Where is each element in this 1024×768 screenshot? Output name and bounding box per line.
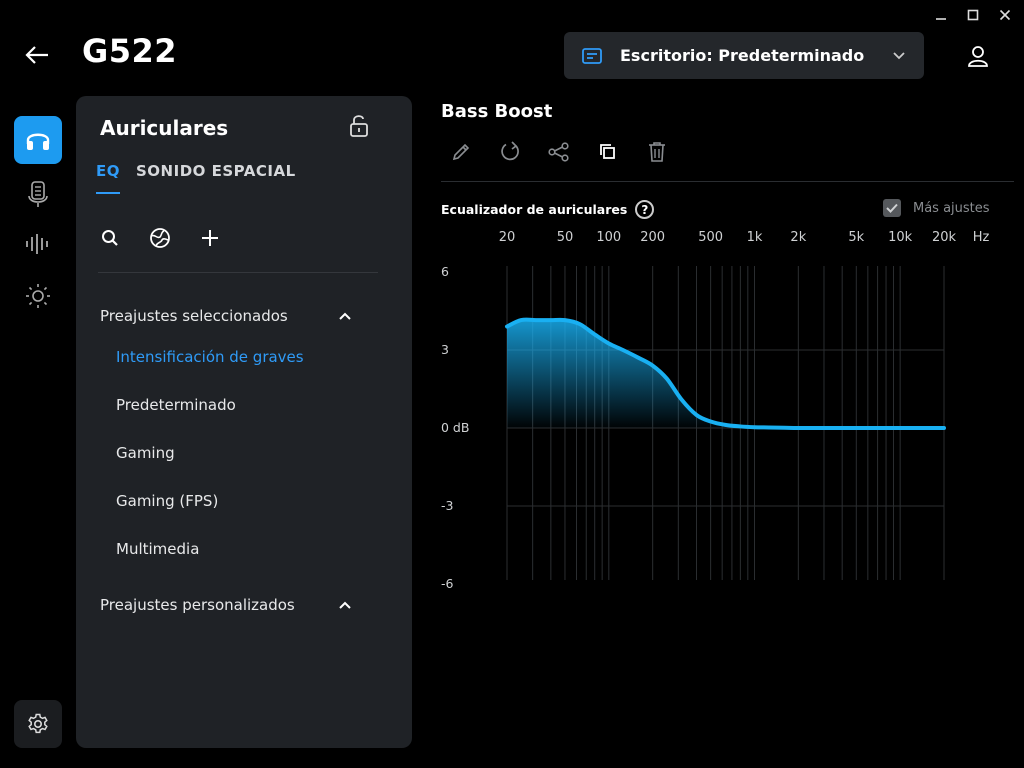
headphones-icon	[26, 133, 50, 150]
preset-item[interactable]: Predeterminado	[116, 396, 236, 414]
help-icon[interactable]: ?	[635, 200, 655, 219]
x-tick-label: 20k	[932, 230, 957, 245]
divider	[441, 181, 1014, 182]
maximize-icon[interactable]	[964, 6, 982, 24]
search-icon	[102, 230, 118, 246]
pencil-icon	[452, 143, 470, 161]
profile-label: Escritorio: Predeterminado	[620, 46, 865, 65]
preset-actions	[450, 141, 668, 163]
gear-icon	[28, 713, 48, 734]
preset-item[interactable]: Gaming	[116, 444, 175, 462]
preset-item[interactable]: Intensificación de graves	[116, 348, 304, 366]
preset-item[interactable]: Gaming (FPS)	[116, 492, 219, 510]
share-icon	[548, 142, 569, 162]
add-preset-button[interactable]	[198, 226, 222, 250]
lock-button[interactable]	[348, 114, 370, 138]
reset-button[interactable]	[499, 141, 521, 163]
duplicate-button[interactable]	[597, 141, 619, 163]
panel-title: Auriculares	[100, 116, 229, 140]
search-button[interactable]	[98, 226, 122, 250]
preset-item[interactable]: Multimedia	[116, 540, 200, 558]
section-label: Preajustes personalizados	[100, 596, 295, 614]
y-tick-label: 0 dB	[441, 420, 469, 435]
chevron-up-icon	[339, 312, 351, 320]
x-tick-label: 10k	[888, 230, 913, 245]
panel-tabs: EQ SONIDO ESPACIAL	[96, 162, 296, 194]
waveform-icon	[26, 234, 48, 254]
app-settings-button[interactable]	[14, 700, 62, 748]
microphone-icon	[28, 181, 48, 207]
unlock-icon	[350, 115, 368, 137]
chevron-down-icon	[893, 51, 905, 59]
arrow-left-icon	[25, 46, 48, 64]
section-custom-presets[interactable]: Preajustes personalizados	[100, 596, 352, 614]
x-tick-label: 100	[596, 230, 621, 245]
section-selected-presets[interactable]: Preajustes seleccionados	[100, 307, 352, 325]
user-icon	[968, 46, 988, 67]
copy-icon	[600, 144, 615, 159]
x-tick-label: 5k	[848, 230, 864, 245]
eq-chart-label: Ecualizador de auriculares ?	[441, 200, 655, 219]
y-tick-label: 6	[441, 264, 449, 279]
minimize-icon[interactable]	[932, 6, 950, 24]
trash-icon	[649, 142, 665, 162]
more-settings-label: Más ajustes	[913, 200, 990, 216]
check-icon	[886, 203, 898, 213]
rail-item-lighting[interactable]	[14, 272, 62, 320]
x-tick-label: 1k	[747, 230, 763, 245]
rail-item-microphone[interactable]	[14, 170, 62, 218]
preset-panel: Auriculares EQ SONIDO ESPACIAL	[76, 96, 412, 748]
community-presets-button[interactable]	[148, 226, 172, 250]
reset-icon	[501, 141, 519, 161]
device-title: G522	[82, 32, 178, 70]
plus-icon	[202, 230, 218, 246]
chevron-up-icon	[339, 601, 351, 609]
window-controls	[932, 6, 1014, 24]
section-label: Preajustes seleccionados	[100, 307, 288, 325]
tab-spatial-sound[interactable]: SONIDO ESPACIAL	[136, 162, 296, 180]
x-tick-label: 200	[640, 230, 665, 245]
divider	[98, 272, 378, 273]
eq-chart[interactable]: 6 3 0 dB -3 -6 20 50 100 200 500 1k 2k 5k 10k 20k Hz	[430, 222, 1014, 592]
x-tick-label: 2k	[790, 230, 806, 245]
rail-item-headphones[interactable]	[14, 116, 62, 164]
eq-preset-name: Bass Boost	[441, 101, 553, 122]
close-icon[interactable]	[996, 6, 1014, 24]
eq-curve-fill	[507, 319, 944, 429]
x-tick-label: 50	[557, 230, 574, 245]
eq-curve-line	[505, 317, 946, 431]
x-tick-label: 500	[698, 230, 723, 245]
eq-chart-title: Ecualizador de auriculares	[441, 202, 628, 217]
more-settings: Más ajustes	[883, 199, 990, 217]
back-button[interactable]	[22, 40, 52, 70]
profile-dropdown[interactable]: Escritorio: Predeterminado	[564, 32, 924, 79]
y-tick-label: 3	[441, 342, 449, 357]
globe-icon	[150, 228, 170, 248]
profile-icon	[582, 47, 602, 64]
rail-item-waveform[interactable]	[14, 220, 62, 268]
more-settings-checkbox[interactable]	[883, 199, 901, 217]
tab-eq[interactable]: EQ	[96, 162, 120, 194]
x-tick-label: 20	[499, 230, 516, 245]
preset-tools	[98, 226, 222, 250]
delete-button[interactable]	[646, 141, 668, 163]
share-button[interactable]	[548, 141, 570, 163]
user-account-button[interactable]	[966, 44, 990, 68]
y-tick-label: -3	[441, 498, 453, 513]
y-tick-label: -6	[441, 576, 454, 591]
edit-button[interactable]	[450, 141, 472, 163]
x-tick-label: Hz	[973, 230, 990, 245]
brightness-icon	[26, 284, 50, 308]
